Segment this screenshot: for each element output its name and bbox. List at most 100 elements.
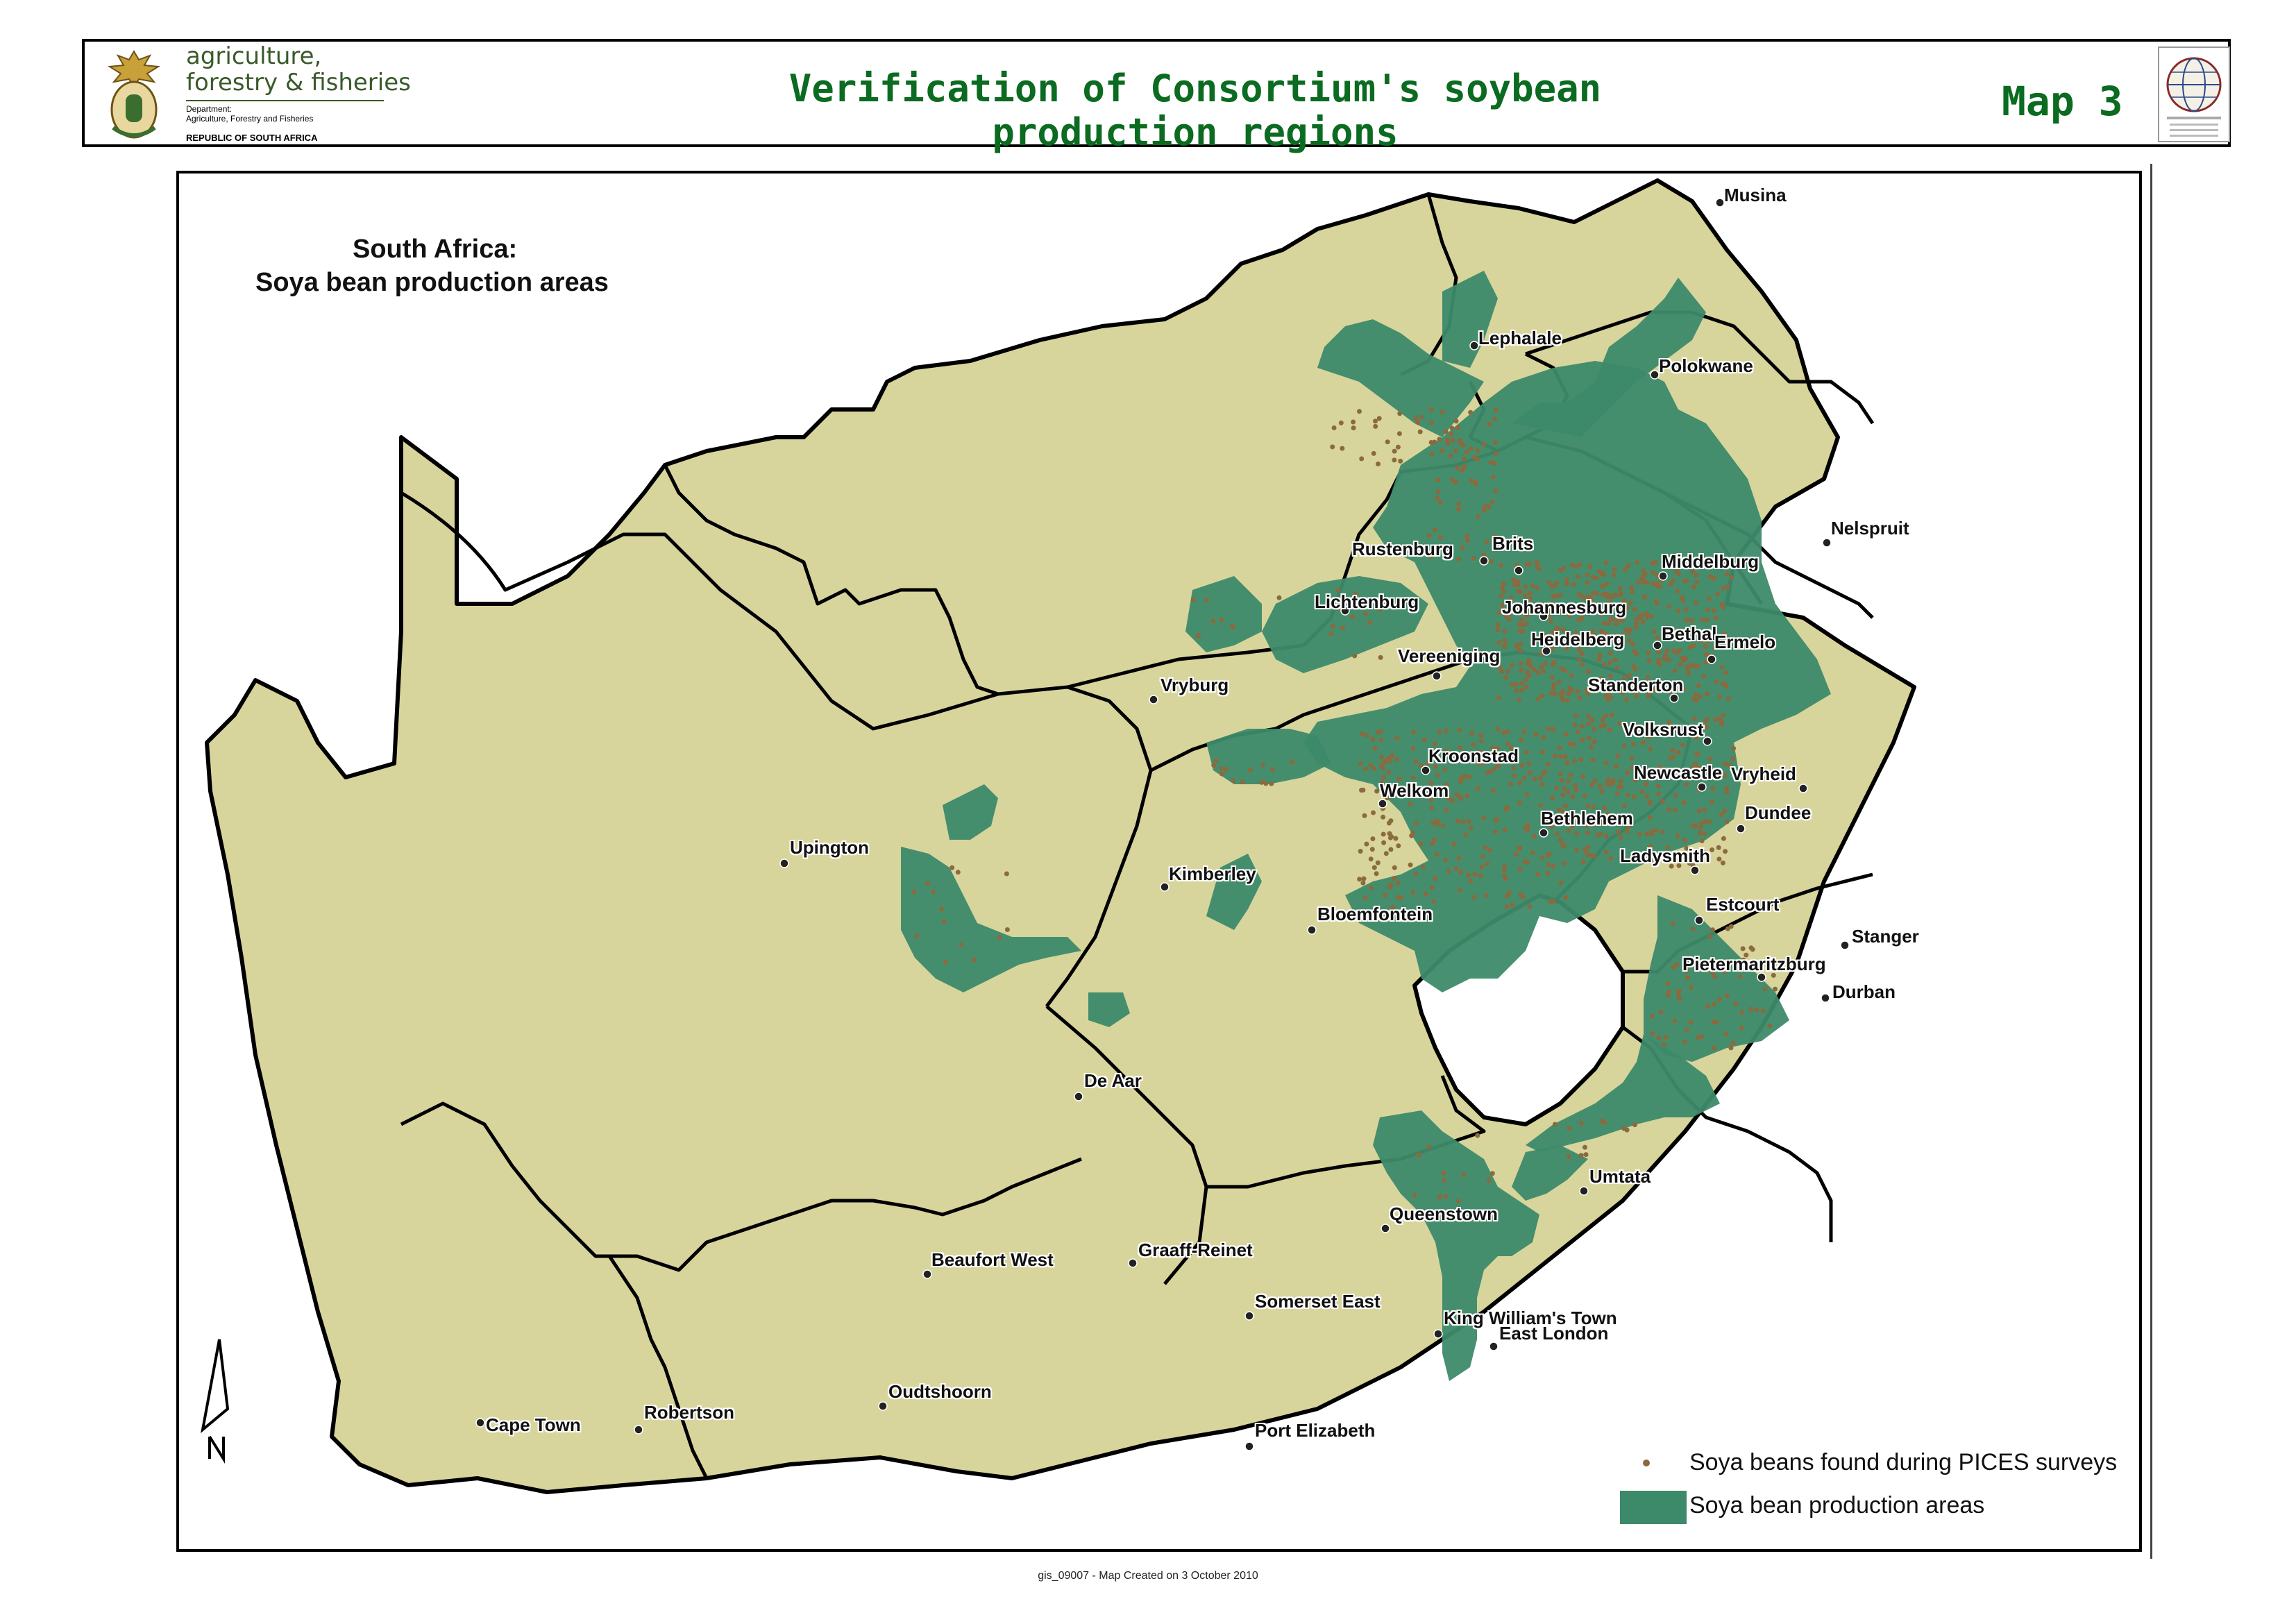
survey-point — [1605, 777, 1611, 782]
survey-point — [1566, 828, 1571, 834]
survey-point — [1760, 1008, 1766, 1014]
survey-point — [925, 880, 931, 886]
survey-point — [1392, 875, 1397, 881]
survey-point — [1710, 786, 1716, 791]
survey-point — [1518, 892, 1523, 897]
survey-point — [1689, 618, 1695, 623]
survey-point — [1571, 759, 1577, 763]
survey-point — [1631, 794, 1637, 800]
town-label: Bethlehem — [1541, 808, 1633, 829]
survey-point — [1499, 563, 1504, 568]
survey-point — [1618, 835, 1623, 840]
survey-point — [1359, 731, 1365, 737]
survey-point — [1387, 835, 1393, 840]
survey-point — [1460, 545, 1465, 550]
survey-point — [1754, 1007, 1759, 1013]
survey-point — [1644, 794, 1650, 800]
town-label: East London — [1499, 1323, 1609, 1344]
survey-point — [1410, 746, 1416, 751]
survey-point — [1517, 622, 1522, 627]
survey-point — [1361, 876, 1367, 881]
survey-point — [1550, 795, 1555, 801]
survey-point — [1190, 597, 1196, 602]
survey-point — [1444, 437, 1450, 443]
survey-point — [1552, 1122, 1558, 1127]
survey-point — [1433, 764, 1438, 769]
survey-point — [1453, 418, 1459, 424]
survey-point — [1691, 643, 1696, 648]
town-label: Vereeniging — [1398, 645, 1501, 666]
legend-label: Soya beans found during PICES surveys — [1689, 1449, 2118, 1475]
survey-point — [1602, 722, 1607, 728]
survey-point — [1543, 661, 1548, 666]
survey-point — [1618, 591, 1623, 596]
survey-point — [1410, 890, 1416, 895]
survey-point — [1414, 820, 1419, 826]
survey-point — [1513, 852, 1519, 857]
survey-point — [1649, 829, 1654, 834]
survey-point — [1528, 600, 1534, 606]
survey-point — [1660, 829, 1666, 835]
survey-point — [1502, 827, 1508, 833]
survey-point — [1669, 863, 1674, 869]
survey-point — [1539, 855, 1545, 860]
survey-point — [1378, 607, 1383, 612]
survey-point — [1417, 429, 1423, 434]
survey-point — [1573, 564, 1578, 568]
survey-point — [1598, 676, 1604, 682]
survey-point — [1608, 673, 1613, 679]
survey-point — [1606, 620, 1611, 626]
survey-point — [1381, 814, 1386, 820]
town-label: Heidelberg — [1531, 629, 1625, 650]
survey-point — [1394, 756, 1399, 762]
survey-point — [1648, 858, 1654, 863]
map-title-line1: South Africa: — [353, 235, 518, 264]
survey-point — [1602, 805, 1607, 811]
survey-point — [1716, 845, 1721, 850]
survey-point — [1604, 581, 1610, 586]
survey-point — [1440, 823, 1446, 829]
survey-point — [1592, 739, 1597, 745]
survey-point — [1426, 761, 1430, 766]
survey-point — [1535, 872, 1541, 877]
survey-point — [1532, 777, 1537, 782]
survey-point — [1440, 409, 1445, 414]
survey-point — [1546, 580, 1552, 585]
survey-point — [1542, 633, 1548, 638]
survey-point — [1722, 644, 1728, 650]
survey-point — [1446, 868, 1451, 874]
survey-point — [1527, 904, 1533, 910]
survey-point — [1492, 829, 1498, 835]
survey-point — [1373, 423, 1378, 429]
survey-point — [1635, 560, 1640, 566]
survey-point — [1516, 697, 1521, 702]
survey-point — [1661, 1042, 1666, 1047]
survey-point — [1694, 580, 1700, 585]
survey-point — [1655, 784, 1661, 789]
survey-point — [1701, 850, 1707, 856]
survey-point — [1511, 757, 1517, 763]
survey-point — [1392, 457, 1397, 463]
survey-point — [1519, 737, 1524, 743]
survey-point — [1691, 584, 1696, 590]
town-label: Standerton — [1588, 675, 1684, 695]
survey-point — [1362, 895, 1368, 900]
survey-point — [1710, 847, 1715, 852]
survey-point — [1519, 763, 1525, 768]
survey-point — [1517, 628, 1522, 634]
survey-point — [1651, 681, 1656, 686]
survey-point — [1624, 605, 1630, 611]
survey-point — [1477, 750, 1483, 755]
survey-point — [1455, 818, 1460, 824]
survey-point — [1408, 802, 1413, 807]
survey-point — [1210, 618, 1216, 624]
north-arrow-icon — [201, 1339, 230, 1464]
survey-point — [1360, 787, 1366, 793]
survey-point — [1526, 673, 1532, 678]
survey-point — [1386, 770, 1392, 775]
survey-point — [1494, 817, 1500, 822]
survey-point — [1560, 641, 1566, 646]
survey-point — [1379, 780, 1385, 786]
survey-point — [1719, 602, 1725, 607]
survey-point — [1575, 688, 1580, 694]
